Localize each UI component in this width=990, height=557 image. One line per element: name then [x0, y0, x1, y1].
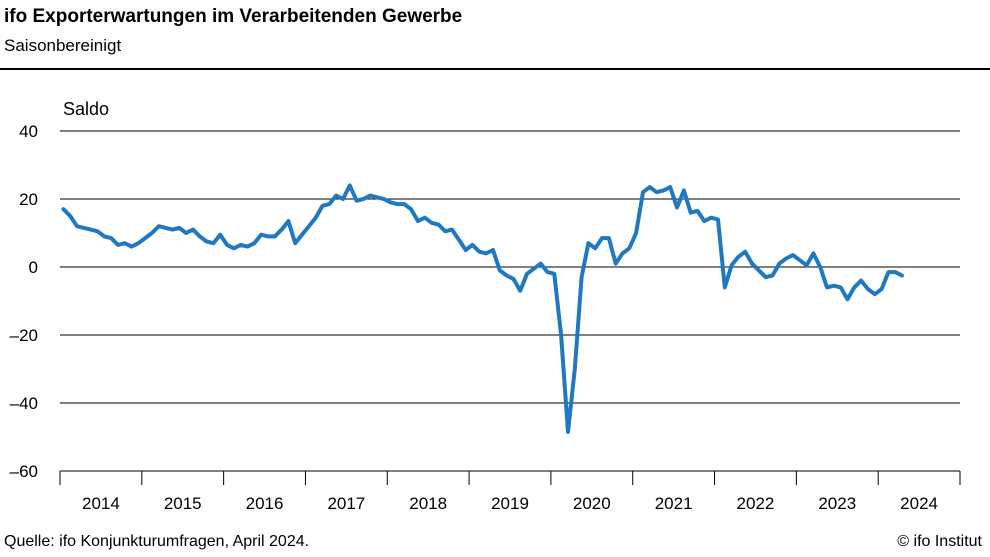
y-tick-label: 40	[19, 122, 38, 141]
grid-lines	[60, 130, 960, 472]
y-tick-label: –20	[10, 326, 38, 345]
source-note: Quelle: ifo Konjunkturumfragen, April 20…	[4, 533, 310, 550]
x-tick-label: 2021	[655, 494, 693, 513]
series-line	[61, 183, 904, 434]
x-tick-label: 2022	[737, 494, 775, 513]
y-axis-label: Saldo	[63, 99, 109, 119]
y-tick-label: –60	[10, 462, 38, 481]
x-tick-label: 2016	[246, 494, 284, 513]
series-layer	[61, 183, 904, 434]
line-chart: 40 20 0 –20 –40 –60 Saldo 2014 2015 2016 2017 2018 2…	[10, 99, 961, 513]
axis-labels: 40 20 0 –20 –40 –60 Saldo 2014 2015 2016 2017 2018 2…	[10, 99, 938, 513]
x-tick-label: 2019	[491, 494, 529, 513]
x-tick-label: 2024	[900, 494, 938, 513]
x-tick-label: 2020	[573, 494, 611, 513]
y-tick-label: 0	[29, 258, 38, 277]
y-tick-label: 20	[19, 190, 38, 209]
x-tick-label: 2018	[409, 494, 447, 513]
chart-title: ifo Exporterwartungen im Verarbeitenden …	[4, 6, 463, 27]
x-tick-label: 2017	[327, 494, 365, 513]
x-axis	[59, 471, 961, 485]
x-tick-label: 2023	[818, 494, 856, 513]
title-rule	[0, 68, 990, 70]
chart-subtitle: Saisonbereinigt	[4, 36, 122, 55]
y-tick-label: –40	[10, 394, 38, 413]
x-tick-label: 2014	[82, 494, 120, 513]
x-tick-label: 2015	[164, 494, 202, 513]
copyright-note: © ifo Institut	[897, 533, 982, 550]
